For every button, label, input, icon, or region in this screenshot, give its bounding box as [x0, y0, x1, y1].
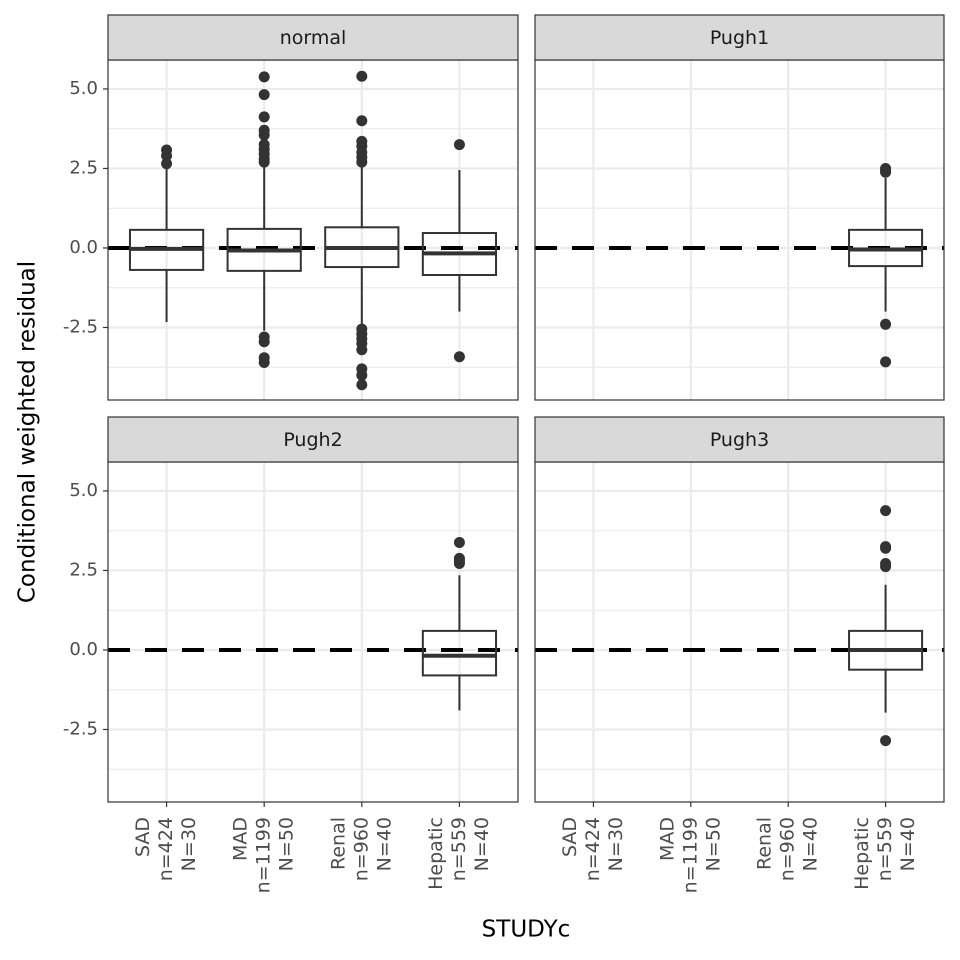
x-tick-label: N=30 [178, 817, 200, 871]
outlier [356, 115, 368, 127]
x-tick-label: n=960 [350, 817, 372, 881]
x-tick-label: N=40 [373, 817, 395, 871]
x-tick-label: N=30 [605, 817, 627, 871]
x-tick-label: n=1199 [679, 817, 701, 893]
x-axis-title: STUDYc [482, 917, 571, 943]
strip [107, 14, 519, 61]
x-tick-label: Renal [754, 817, 776, 870]
strip [107, 416, 519, 463]
outlier [161, 150, 173, 162]
outlier [453, 351, 465, 363]
y-tick-label: 5.0 [69, 78, 98, 99]
outlier [453, 139, 465, 151]
box [421, 629, 498, 677]
x-tick-label: N=40 [800, 817, 822, 871]
x-tick-label: Hepatic [425, 817, 447, 890]
x-tick-label: N=50 [702, 817, 724, 871]
strip-label: normal [280, 27, 347, 49]
outlier [880, 505, 892, 517]
x-tick-label: N=40 [897, 817, 919, 871]
x-tick-label: SAD [132, 817, 154, 857]
y-tick-label: -2.5 [63, 316, 98, 337]
x-tick-label: n=559 [874, 817, 896, 881]
x-tick-label: n=424 [582, 817, 604, 881]
outlier [258, 111, 270, 123]
y-tick-label: 2.5 [69, 559, 98, 580]
x-tick-label: N=50 [276, 817, 298, 871]
panel-background [535, 462, 944, 802]
y-tick-label: -2.5 [63, 718, 98, 739]
outlier [880, 735, 892, 747]
y-tick-label: 0.0 [69, 639, 98, 660]
outlier [356, 379, 368, 391]
outlier [258, 336, 270, 348]
outlier [453, 557, 465, 569]
x-tick-label: n=1199 [253, 817, 275, 893]
strip-label: Pugh3 [710, 429, 769, 451]
x-tick-label: Hepatic [851, 817, 873, 890]
y-tick-label: 5.0 [69, 480, 98, 501]
strip-label: Pugh1 [710, 27, 769, 49]
y-tick-label: 2.5 [69, 157, 98, 178]
outlier [161, 158, 173, 170]
outlier [258, 89, 270, 101]
outlier [258, 71, 270, 83]
x-tick-label: MAD [230, 817, 252, 861]
x-tick-label: n=960 [777, 817, 799, 881]
x-tick-label: SAD [559, 817, 581, 857]
outlier [356, 369, 368, 381]
strip [534, 14, 945, 61]
outlier [880, 542, 892, 554]
outlier [258, 356, 270, 368]
x-tick-label: MAD [656, 817, 678, 861]
outlier [356, 70, 368, 82]
outlier [356, 156, 368, 168]
outlier [880, 561, 892, 573]
x-tick-label: n=424 [155, 817, 177, 881]
outlier [453, 536, 465, 548]
outlier [258, 129, 270, 141]
y-tick-label: 0.0 [69, 237, 98, 258]
x-tick-label: n=559 [448, 817, 470, 881]
outlier [880, 356, 892, 368]
x-tick-label: Renal [327, 817, 349, 870]
strip-label: Pugh2 [283, 429, 342, 451]
outlier [880, 318, 892, 330]
outlier [880, 166, 892, 178]
outlier [258, 156, 270, 168]
x-tick-label: N=40 [471, 817, 493, 871]
panel-background [108, 462, 518, 802]
outlier [356, 344, 368, 356]
y-axis-title: Conditional weighted residual [15, 261, 41, 603]
strip [534, 416, 945, 463]
